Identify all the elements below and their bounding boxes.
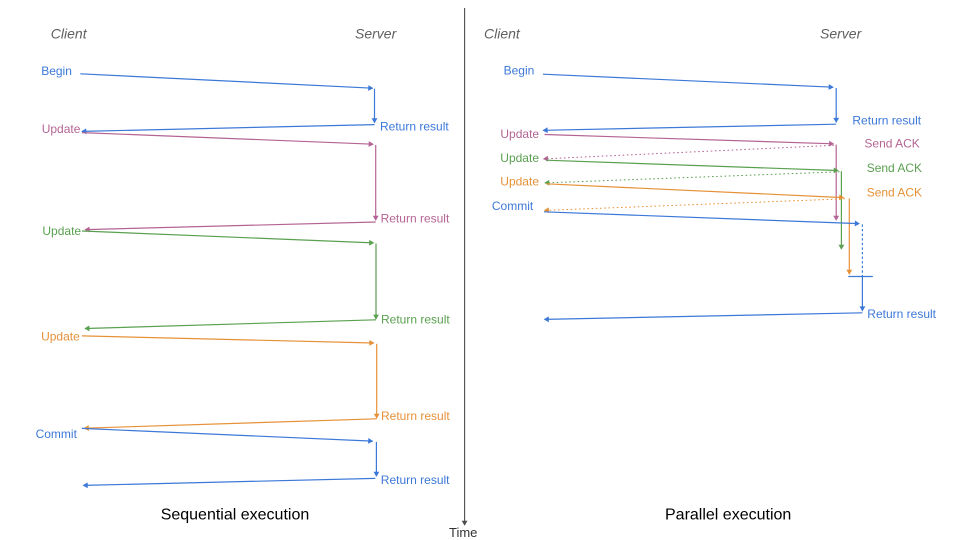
svg-text:Update: Update <box>41 330 80 344</box>
svg-text:Commit: Commit <box>36 427 78 441</box>
svg-text:Return result: Return result <box>867 307 936 321</box>
svg-text:Commit: Commit <box>492 199 534 213</box>
svg-text:Begin: Begin <box>41 64 72 78</box>
svg-text:Client: Client <box>484 26 521 42</box>
svg-text:Send ACK: Send ACK <box>864 137 919 151</box>
svg-text:Return result: Return result <box>380 119 449 133</box>
svg-text:Send ACK: Send ACK <box>867 186 922 200</box>
svg-text:Update: Update <box>500 151 539 165</box>
svg-text:Sequential execution: Sequential execution <box>161 507 310 524</box>
svg-text:Parallel execution: Parallel execution <box>665 507 791 524</box>
svg-text:Update: Update <box>500 174 539 188</box>
svg-text:Return result: Return result <box>381 212 450 226</box>
svg-text:Update: Update <box>42 224 81 238</box>
svg-text:Update: Update <box>500 127 539 141</box>
svg-text:Server: Server <box>820 26 863 42</box>
svg-text:Return result: Return result <box>381 312 450 326</box>
svg-text:Client: Client <box>51 26 88 42</box>
svg-text:Time: Time <box>449 525 477 540</box>
svg-text:Server: Server <box>355 26 398 42</box>
svg-text:Return result: Return result <box>381 409 450 423</box>
svg-text:Begin: Begin <box>504 64 535 78</box>
svg-text:Return result: Return result <box>852 113 921 127</box>
svg-text:Return result: Return result <box>381 473 450 487</box>
svg-text:Update: Update <box>42 122 81 136</box>
svg-text:Send ACK: Send ACK <box>867 161 922 175</box>
